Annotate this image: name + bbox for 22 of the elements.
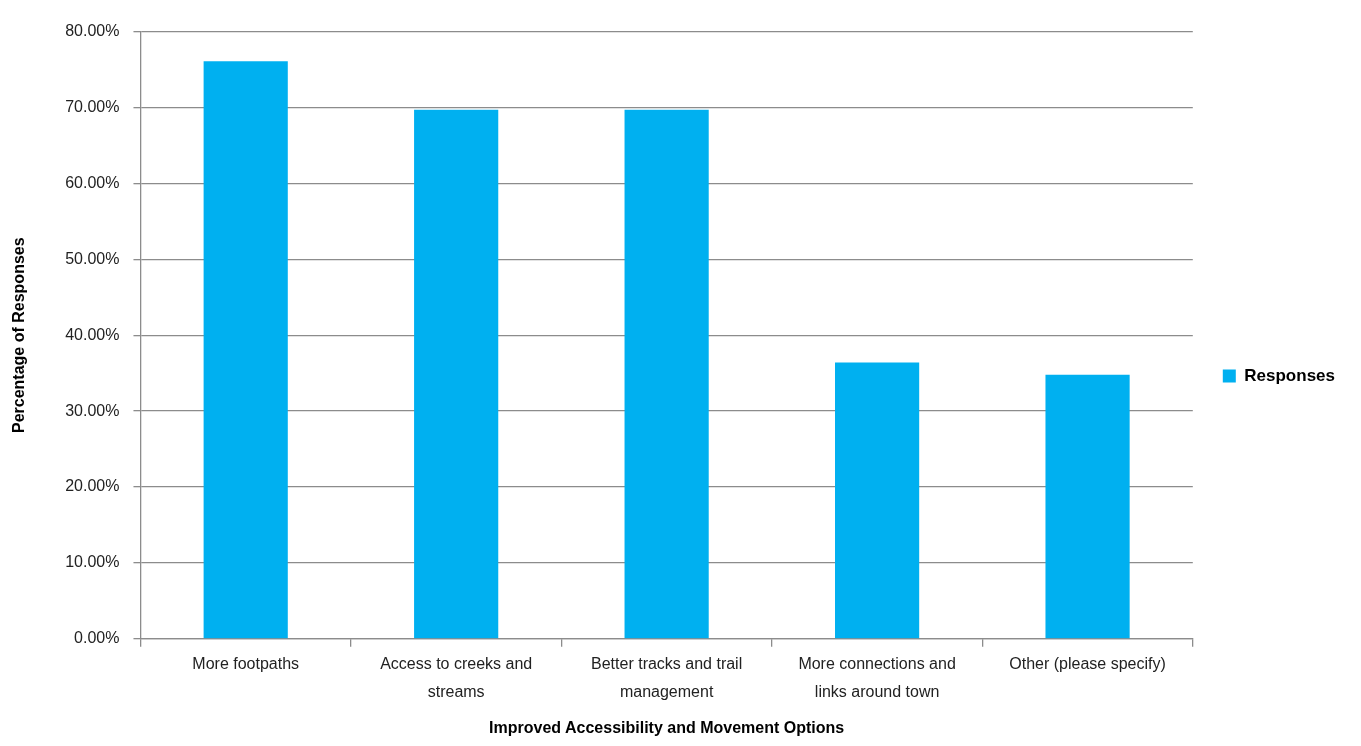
x-axis-title: Improved Accessibility and Movement Options <box>489 718 845 736</box>
x-tick-label: More connections and links around town <box>798 655 956 701</box>
bar <box>835 362 920 639</box>
legend-label: Responses <box>1244 365 1335 385</box>
x-tick-label: More footpaths <box>192 655 300 673</box>
bar <box>414 109 499 639</box>
bar <box>624 109 709 639</box>
x-tick-label: Other (please specify) <box>1009 655 1166 673</box>
y-axis-title: Percentage of Responses <box>10 237 28 434</box>
bar <box>1045 374 1130 639</box>
bar <box>203 61 288 639</box>
y-tick-label: 10.00% <box>65 553 120 571</box>
y-tick-label: 60.00% <box>65 173 120 191</box>
y-tick-label: 30.00% <box>65 401 120 419</box>
x-tick-label: Better tracks and trail management <box>591 655 743 701</box>
y-tick-label: 70.00% <box>65 97 120 115</box>
y-tick-label: 80.00% <box>65 22 120 40</box>
x-tick-label: Access to creeks and streams <box>380 655 533 701</box>
y-tick-label: 0.00% <box>74 629 120 647</box>
y-tick-label: 20.00% <box>65 477 120 495</box>
y-tick-label: 50.00% <box>65 249 120 267</box>
y-tick-label: 40.00% <box>65 325 120 343</box>
